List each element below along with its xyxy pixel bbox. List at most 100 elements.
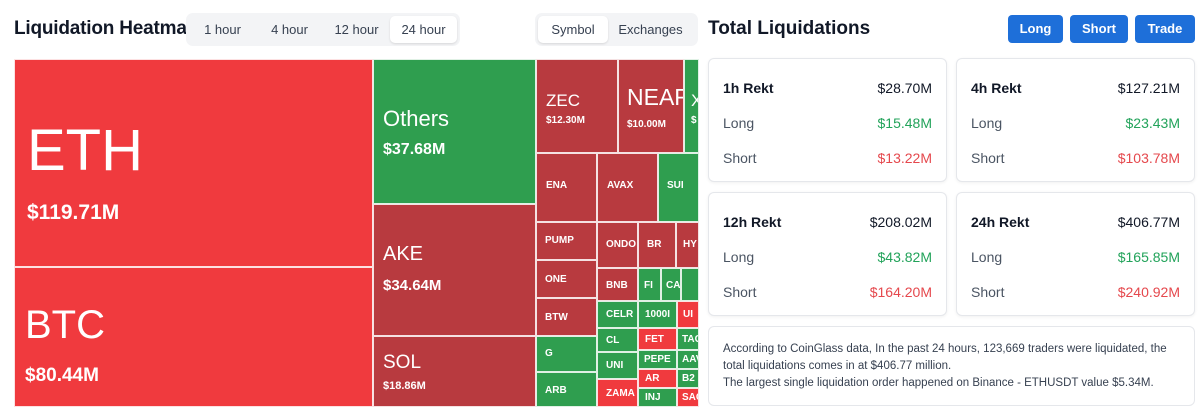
- treemap-tile-tac[interactable]: TAC: [677, 328, 699, 350]
- treemap-tile-celr[interactable]: CELR: [597, 301, 638, 328]
- tile-symbol: CELR: [606, 309, 634, 320]
- treemap-tile-avax[interactable]: AVAX: [597, 153, 658, 222]
- view-option-symbol[interactable]: Symbol: [538, 16, 608, 43]
- treemap-tile-br[interactable]: BR: [638, 222, 676, 268]
- tile-symbol: B2: [682, 373, 695, 384]
- long-value: $165.85M: [1117, 249, 1180, 265]
- tile-symbol: G: [545, 348, 553, 359]
- tile-symbol: ZEC: [546, 91, 580, 110]
- total-liquidations-title: Total Liquidations: [708, 18, 871, 39]
- treemap-tile-zec[interactable]: ZEC $12.30M: [536, 59, 618, 153]
- treemap-tile-sq1[interactable]: [681, 268, 699, 301]
- tile-amount: $80.44M: [25, 365, 99, 386]
- long-value: $23.43M: [1125, 115, 1180, 131]
- treemap-tile-inj[interactable]: INJ: [638, 388, 677, 407]
- treemap-tile-btc[interactable]: BTC $80.44M: [14, 267, 373, 407]
- rekt-card-total: $127.21M: [1117, 80, 1180, 96]
- liquidation-treemap: ETH $119.71M BTC $80.44M Others $37.68M AKE $34…: [14, 59, 699, 407]
- treemap-tile-btw[interactable]: BTW: [536, 298, 597, 336]
- tile-symbol: NEAR: [627, 84, 683, 110]
- tile-symbol: SAG: [682, 392, 698, 403]
- tile-symbol: AAV: [682, 354, 698, 365]
- treemap-tile-fet[interactable]: FET: [638, 328, 677, 350]
- view-option-exchanges[interactable]: Exchanges: [618, 22, 683, 37]
- treemap-tile-eth[interactable]: ETH $119.71M: [14, 59, 373, 267]
- rekt-card-24h: 24h Rekt $406.77M Long $165.85M Short $2…: [956, 192, 1195, 316]
- treemap-tile-ondo[interactable]: ONDO: [597, 222, 638, 268]
- treemap-tile-ui[interactable]: UI: [677, 301, 699, 328]
- trade-button[interactable]: Trade: [1135, 15, 1195, 43]
- view-mode-selector: Symbol Exchanges: [535, 13, 698, 46]
- tile-symbol: Others: [383, 106, 450, 131]
- tile-symbol: BNB: [606, 280, 628, 291]
- long-label: Long: [971, 249, 1003, 265]
- short-value: $103.78M: [1117, 150, 1180, 166]
- rekt-card-title: 4h Rekt: [971, 80, 1022, 96]
- tile-symbol: AKE: [383, 243, 424, 265]
- short-label: Short: [723, 284, 757, 300]
- treemap-tile-ca[interactable]: CA: [661, 268, 681, 301]
- treemap-tile-sui[interactable]: SUI: [658, 153, 699, 222]
- rekt-card-total: $208.02M: [869, 214, 932, 230]
- treemap-tile-b2[interactable]: B2: [677, 369, 699, 388]
- treemap-tile-ake[interactable]: AKE $34.64M: [373, 204, 536, 336]
- rekt-card-total: $28.70M: [877, 80, 932, 96]
- tile-symbol: CA: [666, 280, 681, 291]
- time-range-selector: 1 hour 4 hour 12 hour 24 hour: [186, 13, 460, 46]
- tile-symbol: SOL: [383, 352, 422, 373]
- tile-symbol: PUMP: [545, 235, 574, 246]
- tile-amount: $10.00M: [627, 119, 666, 130]
- treemap-tile-x[interactable]: X$: [684, 59, 699, 153]
- rekt-card-total: $406.77M: [1117, 214, 1180, 230]
- long-value: $15.48M: [877, 115, 932, 131]
- tile-symbol: FET: [645, 334, 664, 345]
- treemap-tile-pump[interactable]: PUMP: [536, 222, 597, 260]
- heatmap-title: Liquidation Heatmap: [14, 18, 199, 39]
- treemap-tile-aav[interactable]: AAV: [677, 350, 699, 369]
- tile-amount: $: [691, 115, 697, 126]
- treemap-tile-fi[interactable]: FI: [638, 268, 661, 301]
- tile-symbol: BTW: [545, 312, 568, 323]
- treemap-tile-one[interactable]: ONE: [536, 260, 597, 298]
- treemap-tile-pepe[interactable]: PEPE: [638, 350, 677, 369]
- treemap-tile-zama[interactable]: ZAMA: [597, 379, 638, 407]
- treemap-tile-arb[interactable]: ARB: [536, 372, 597, 407]
- treemap-tile-sol[interactable]: SOL $18.86M: [373, 336, 536, 407]
- short-value: $240.92M: [1117, 284, 1180, 300]
- tile-symbol: SUI: [667, 180, 684, 191]
- largest-order-text: The largest single liquidation order hap…: [723, 377, 1154, 389]
- short-button[interactable]: Short: [1070, 15, 1128, 43]
- tile-symbol: ARB: [545, 385, 567, 396]
- tile-symbol: 1000I: [645, 309, 671, 320]
- treemap-tile-near[interactable]: NEAR $10.00M: [618, 59, 684, 153]
- short-value: $164.20M: [869, 284, 932, 300]
- treemap-tile-ar[interactable]: AR: [638, 369, 677, 388]
- time-option-12h[interactable]: 12 hour: [334, 22, 379, 37]
- tile-symbol: HY: [683, 239, 697, 250]
- time-option-1h[interactable]: 1 hour: [204, 22, 241, 37]
- treemap-tile-others[interactable]: Others $37.68M: [373, 59, 536, 204]
- rekt-card-1h: 1h Rekt $28.70M Long $15.48M Short $13.2…: [708, 58, 947, 182]
- tile-amount: $18.86M: [383, 380, 426, 392]
- treemap-tile-sag[interactable]: SAG: [677, 388, 699, 407]
- tile-symbol: CL: [606, 335, 620, 346]
- short-label: Short: [971, 150, 1005, 166]
- treemap-tile-bnb[interactable]: BNB: [597, 268, 638, 301]
- treemap-tile-hy[interactable]: HY: [676, 222, 699, 268]
- long-button[interactable]: Long: [1008, 15, 1063, 43]
- time-option-4h[interactable]: 4 hour: [271, 22, 308, 37]
- short-label: Short: [723, 150, 757, 166]
- treemap-tile-uni[interactable]: UNI: [597, 352, 638, 379]
- time-option-24h[interactable]: 24 hour: [390, 16, 457, 43]
- tile-amount: $12.30M: [546, 115, 585, 126]
- tile-symbol: X: [691, 92, 698, 109]
- tile-symbol: AVAX: [607, 180, 634, 191]
- tile-symbol: ONDO: [606, 239, 636, 250]
- treemap-tile-g[interactable]: G: [536, 336, 597, 372]
- tile-amount: $37.68M: [383, 141, 446, 158]
- rekt-card-12h: 12h Rekt $208.02M Long $43.82M Short $16…: [708, 192, 947, 316]
- treemap-tile-k1000[interactable]: 1000I: [638, 301, 677, 328]
- tile-amount: $119.71M: [27, 201, 120, 224]
- treemap-tile-ena[interactable]: ENA: [536, 153, 597, 222]
- treemap-tile-cl[interactable]: CL: [597, 328, 638, 352]
